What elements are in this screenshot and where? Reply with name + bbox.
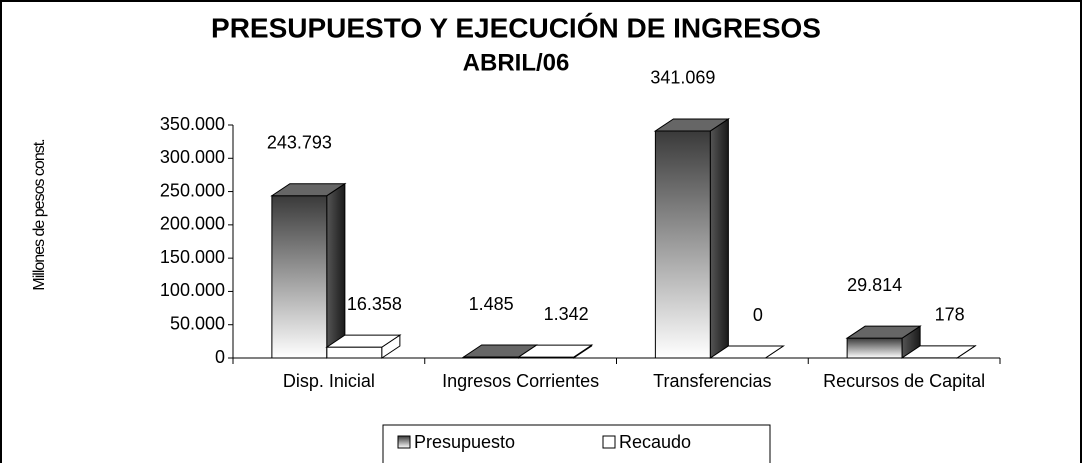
bar (845, 325, 922, 359)
bar-top (270, 183, 347, 197)
bar-side (326, 182, 346, 359)
y-tick-label: 0 (215, 347, 225, 367)
bar-top (845, 325, 922, 339)
bar-side (709, 118, 729, 359)
data-label: 178 (935, 305, 965, 325)
bar (708, 345, 786, 359)
x-tick-label: Transferencias (653, 371, 772, 391)
y-tick-label: 350.000 (160, 114, 225, 134)
y-tick-label: 200.000 (160, 214, 225, 234)
bar (270, 182, 347, 359)
x-tick-label: Recursos de Capital (823, 371, 986, 391)
bar (325, 334, 402, 359)
y-tick-label: 150.000 (160, 247, 225, 267)
bar-top (516, 344, 594, 358)
bar-top (708, 345, 786, 359)
legend-label: Recaudo (619, 432, 691, 452)
bar (900, 344, 977, 359)
bar-front (846, 337, 903, 359)
bar-top (900, 345, 977, 359)
legend-swatch (397, 435, 411, 449)
data-label: 243.793 (267, 132, 332, 152)
legend-label: Presupuesto (414, 432, 515, 452)
y-tick-label: 100.000 (160, 280, 225, 300)
bar-top (325, 334, 402, 348)
bar-top (653, 118, 731, 132)
chart-title: PRESUPUESTO Y EJECUCIÓN DE INGRESOS (211, 12, 821, 43)
x-tick-label: Ingresos Corrientes (442, 371, 600, 391)
data-label: 0 (753, 305, 763, 325)
legend-swatch (602, 435, 616, 449)
legend-box (382, 424, 771, 463)
chart-subtitle: ABRIL/06 (463, 49, 570, 76)
data-label: 16.358 (347, 294, 402, 314)
bar (516, 344, 594, 359)
y-tick-label: 300.000 (160, 147, 225, 167)
bar-front (326, 346, 383, 359)
data-label: 29.814 (847, 275, 902, 295)
y-tick-label: 50.000 (170, 313, 225, 333)
y-axis-label: Millones de pesos const. (31, 139, 48, 290)
bar-front (271, 195, 328, 359)
bar (653, 118, 731, 359)
data-label: 1.342 (544, 304, 589, 324)
x-tick-label: Disp. Inicial (282, 371, 375, 391)
data-label: 341.069 (650, 68, 715, 88)
y-tick-label: 250.000 (160, 180, 225, 200)
data-label: 1.485 (469, 294, 514, 314)
bar-front (654, 130, 711, 359)
